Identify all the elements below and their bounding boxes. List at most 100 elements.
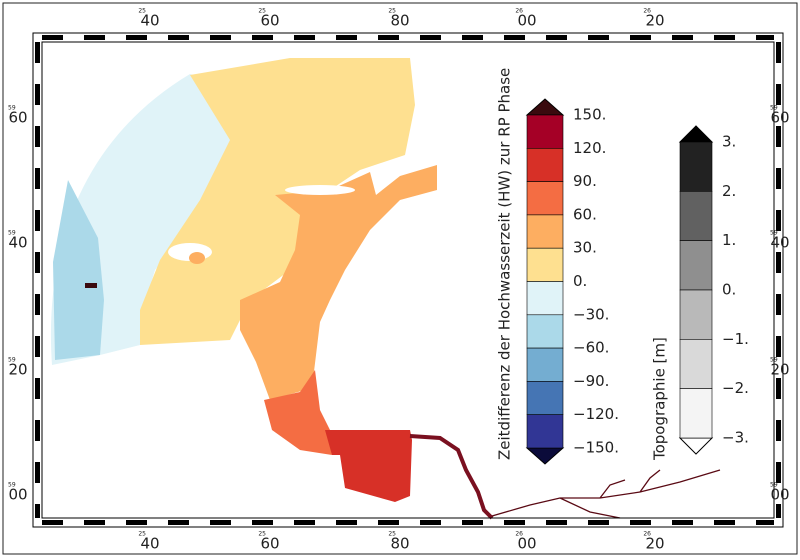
island <box>285 185 355 195</box>
x-label: 40 <box>140 12 159 30</box>
y-label: 60 <box>770 109 789 127</box>
colorbar-title: Topographie [m] <box>651 337 669 461</box>
frame-segment <box>378 35 399 40</box>
colorbars: 150. 120. 90. 60. 30. 0. −30. −60. −90. −120. −150… <box>496 68 749 465</box>
colorbar-label: 0. <box>573 272 587 290</box>
frame-segment <box>35 420 40 441</box>
colorbar-segment <box>679 141 713 192</box>
frame-segment <box>126 35 147 40</box>
colorbar-label: 30. <box>573 239 597 257</box>
y-label-prefix: 59 <box>770 105 778 112</box>
frame-segment <box>776 420 781 441</box>
colorbar-over <box>678 125 714 143</box>
frame-segment <box>420 35 441 40</box>
colorbar-under <box>525 447 565 465</box>
frame-segment <box>84 35 105 40</box>
colorbar-segment <box>679 388 713 439</box>
frame-segment <box>630 520 651 525</box>
colorbar-label: 2. <box>722 182 736 200</box>
frame-segment <box>35 336 40 357</box>
frame-segment <box>462 35 483 40</box>
region <box>53 180 104 360</box>
colorbar-label: −120. <box>573 405 619 423</box>
y-label: 60 <box>8 109 27 127</box>
region <box>240 165 437 400</box>
y-label-prefix: 59 <box>770 482 778 489</box>
y-label: 20 <box>770 361 789 379</box>
colorbar-under <box>678 437 714 455</box>
frame-segment <box>776 336 781 357</box>
y-label-prefix: 59 <box>8 105 16 112</box>
frame-segment <box>294 35 315 40</box>
colorbar-segment <box>526 214 564 249</box>
frame-segment <box>546 520 567 525</box>
frame-segment <box>776 504 781 518</box>
river <box>409 434 494 520</box>
colorbar-segment <box>679 289 713 340</box>
colorbar-label: 0. <box>722 281 736 299</box>
region <box>264 370 332 455</box>
frame-segment <box>294 520 315 525</box>
x-label: 40 <box>140 535 159 553</box>
x-label-prefix: 25 <box>138 8 146 15</box>
frame-segment <box>672 35 693 40</box>
frame-segment <box>776 462 781 483</box>
frame-segment <box>776 168 781 189</box>
y-label: 40 <box>770 234 789 252</box>
colorbar-label: −30. <box>573 305 609 323</box>
frame-segment <box>35 210 40 231</box>
x-label-prefix: 26 <box>643 531 651 538</box>
y-label: 40 <box>8 234 27 252</box>
frame-segment <box>35 168 40 189</box>
x-label: 60 <box>260 535 279 553</box>
y-label-prefix: 59 <box>770 230 778 237</box>
frame-segment <box>35 84 40 105</box>
tributaries <box>491 469 721 519</box>
x-label: 20 <box>645 12 664 30</box>
frame <box>32 32 784 528</box>
colorbar-label: 1. <box>722 231 736 249</box>
x-label-prefix: 26 <box>515 531 523 538</box>
frame-outline <box>32 32 784 528</box>
frame-segment <box>42 520 63 525</box>
colorbar-title: Zeitdifferenz der Hochwasserzeit (HW) zu… <box>496 68 514 460</box>
frame-segment <box>336 520 357 525</box>
frame-segment <box>168 520 189 525</box>
x-label: 60 <box>260 12 279 30</box>
frame-segment <box>210 35 231 40</box>
frame-segment <box>35 294 40 315</box>
y-label: 00 <box>8 486 27 504</box>
frame-segment <box>546 35 567 40</box>
frame-segment <box>504 35 525 40</box>
x-label-prefix: 26 <box>515 8 523 15</box>
map-area <box>50 58 721 520</box>
colorbar-over <box>525 98 565 116</box>
colorbar-segment <box>526 414 564 449</box>
colorbar-label: −60. <box>573 339 609 357</box>
frame-segment <box>714 35 735 40</box>
frame-segment <box>336 35 357 40</box>
x-label: 20 <box>645 535 664 553</box>
frame-segment <box>210 520 231 525</box>
frame-segment <box>776 378 781 399</box>
frame-segment <box>378 520 399 525</box>
frame-segment <box>776 252 781 273</box>
frame-segment <box>776 294 781 315</box>
region <box>140 58 415 345</box>
frame-inner <box>41 41 775 519</box>
colorbar-label: −150. <box>573 439 619 457</box>
x-label-prefix: 25 <box>258 8 266 15</box>
frame-segment <box>42 35 63 40</box>
frame-segment <box>462 520 483 525</box>
frame-segment <box>252 520 273 525</box>
x-label: 80 <box>390 12 409 30</box>
colorbar-segment <box>679 191 713 241</box>
frame-segment <box>756 35 774 40</box>
frame-segment <box>588 520 609 525</box>
region <box>189 252 205 264</box>
colorbar-segment <box>526 281 564 316</box>
frame-segment <box>35 42 40 63</box>
colorbar-label: −1. <box>722 330 749 348</box>
x-label-prefix: 26 <box>643 8 651 15</box>
